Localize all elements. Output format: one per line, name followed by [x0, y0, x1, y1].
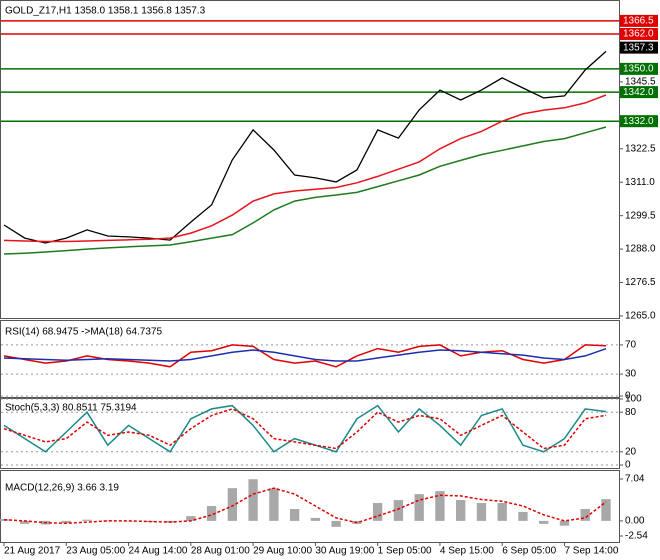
x-tick-label: 1 Sep 05:00 — [378, 546, 432, 557]
histogram-bar — [186, 516, 196, 521]
y-tick-label: 1288.0 — [625, 244, 656, 255]
histogram-bar — [539, 520, 549, 524]
panel-title: GOLD_Z17,H1 1358.0 1358.1 1356.8 1357.3 — [5, 6, 206, 17]
series-line — [3, 50, 607, 244]
histogram-bar — [206, 506, 217, 521]
y-tick-label: 70 — [625, 340, 637, 351]
histogram-bar — [435, 491, 445, 521]
x-tick-label: 30 Aug 19:00 — [315, 546, 374, 557]
histogram-bar — [61, 520, 71, 524]
histogram-bar — [476, 503, 487, 521]
rsi-panel — [0, 320, 620, 398]
level-label: 1362.0 — [623, 29, 654, 40]
y-tick-label: 80 — [625, 407, 637, 418]
histogram-bar — [103, 520, 113, 521]
histogram-bar — [456, 500, 466, 521]
histogram-bar — [372, 503, 383, 521]
x-tick-label: 23 Aug 05:00 — [66, 546, 125, 557]
histogram-bar — [227, 488, 238, 521]
level-label-box — [620, 62, 658, 75]
histogram-bar — [289, 508, 300, 521]
y-tick-label: -2.54 — [625, 531, 648, 542]
histogram-bar — [414, 494, 424, 521]
level-label: 1350.0 — [623, 64, 654, 75]
y-tick-label: 1265.0 — [625, 311, 656, 322]
histogram-bar — [269, 488, 279, 521]
histogram-bar — [331, 520, 341, 527]
y-tick-label: 1345.5 — [625, 77, 656, 88]
histogram-bar — [559, 520, 570, 526]
histogram-bar — [497, 503, 507, 521]
last-price-label: 1357.3 — [623, 42, 654, 53]
panel-title: MACD(12,26,9) 3.66 3.19 — [5, 483, 119, 494]
y-tick-label: 0.00 — [625, 516, 645, 527]
histogram-bar — [20, 520, 30, 524]
histogram-bar — [248, 479, 258, 521]
y-tick-label: 0 — [625, 391, 631, 402]
series-line — [3, 404, 607, 453]
panel-title: Stoch(5,3,3) 80.8511 75.3194 — [5, 403, 137, 414]
x-tick-label: 6 Sep 05:00 — [502, 546, 556, 557]
series-line — [3, 94, 607, 243]
level-label-box — [620, 27, 658, 40]
level-label: 1332.0 — [623, 116, 654, 127]
histogram-bar — [310, 517, 321, 521]
y-tick-label: 1311.0 — [625, 177, 655, 188]
series-line — [3, 126, 607, 255]
x-tick-label: 29 Aug 10:00 — [253, 546, 312, 557]
y-tick-label: 1299.5 — [625, 210, 656, 221]
x-tick-label: 28 Aug 01:00 — [191, 546, 250, 557]
x-tick-label: 7 Sep 14:00 — [564, 546, 618, 557]
y-tick-label: 1322.5 — [625, 143, 656, 154]
level-label: 1342.0 — [623, 87, 654, 98]
x-tick-label: 21 Aug 2017 — [4, 546, 61, 557]
series-line — [3, 487, 607, 525]
series-line — [3, 408, 607, 450]
series-line — [3, 344, 607, 368]
level-label-box — [620, 14, 658, 27]
y-tick-label: 20 — [625, 446, 637, 457]
y-tick-label: 7.04 — [625, 474, 645, 485]
x-tick-label: 4 Sep 15:00 — [440, 546, 494, 557]
level-label-box — [620, 86, 658, 99]
macd-panel — [0, 470, 620, 543]
histogram-bar — [393, 500, 404, 521]
main-panel — [0, 0, 620, 319]
panel-title: RSI(14) 68.9475 ->MA(18) 64.7375 — [5, 327, 162, 338]
y-tick-label: 30 — [625, 369, 637, 380]
histogram-bar — [601, 499, 611, 521]
histogram-bar — [123, 520, 134, 522]
x-tick-label: 24 Aug 14:00 — [129, 546, 188, 557]
level-label-box — [620, 115, 658, 128]
last-price-box — [620, 41, 658, 54]
histogram-bar — [82, 519, 92, 521]
y-tick-label: 1276.5 — [625, 277, 656, 288]
y-tick-label: 0 — [625, 460, 631, 471]
series-line — [3, 347, 607, 362]
histogram-bar — [518, 511, 528, 521]
level-label: 1366.5 — [623, 16, 654, 27]
histogram-bar — [580, 508, 590, 521]
y-tick-label: 100 — [625, 394, 642, 405]
stoch-panel — [0, 398, 620, 469]
